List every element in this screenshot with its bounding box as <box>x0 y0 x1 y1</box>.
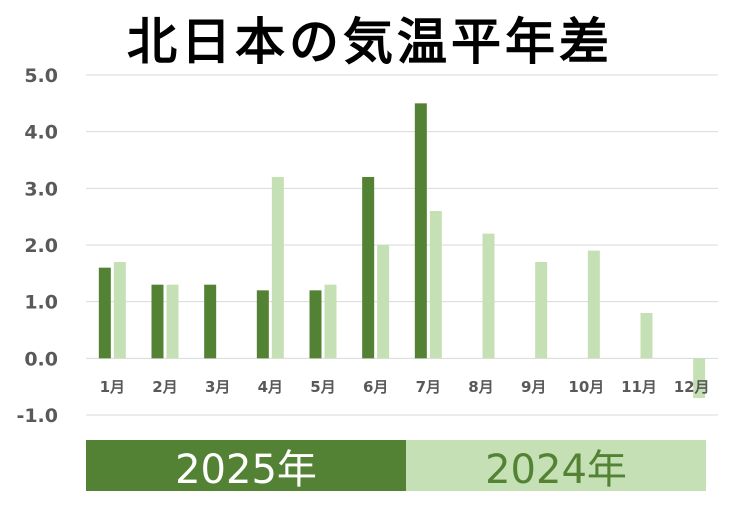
x-tick-label: 7月 <box>416 378 441 396</box>
x-tick-label: 1月 <box>100 378 125 396</box>
x-tick-label: 12月 <box>674 378 710 396</box>
legend-entry-2024: 2024年 <box>406 440 706 493</box>
bar-series-2-10 <box>587 250 600 359</box>
bar-series-1-1 <box>98 267 111 359</box>
y-tick-label: 3.0 <box>24 178 58 200</box>
bar-series-1-3 <box>204 284 217 359</box>
bar-chart: 5.0 4.0 3.0 2.0 1.0 0.0 -1.0 1月 2月 3月 4月 5月 6月 7月 8月 9… <box>16 65 718 427</box>
x-tick-label: 10月 <box>568 378 604 396</box>
y-tick-label: 5.0 <box>24 65 58 87</box>
y-axis-tick-labels: 5.0 4.0 3.0 2.0 1.0 0.0 -1.0 <box>16 65 58 427</box>
bar-series-1-5 <box>309 290 322 359</box>
bar-series-2-6 <box>377 245 390 359</box>
bar-series-2-1 <box>113 262 126 359</box>
y-tick-label: 0.0 <box>24 348 58 370</box>
bars <box>98 103 706 398</box>
bar-series-2-9 <box>535 262 548 359</box>
bar-series-1-4 <box>256 290 269 359</box>
bar-series-1-2 <box>151 284 164 359</box>
x-axis-tick-labels: 1月 2月 3月 4月 5月 6月 7月 8月 9月 10月 11月 12月 <box>100 378 710 396</box>
x-tick-label: 11月 <box>621 378 657 396</box>
x-tick-label: 5月 <box>310 378 335 396</box>
x-tick-label: 9月 <box>521 378 546 396</box>
y-tick-label: 4.0 <box>24 122 58 144</box>
gridlines <box>86 74 718 416</box>
x-tick-label: 6月 <box>363 378 388 396</box>
x-tick-label: 2月 <box>152 378 177 396</box>
bar-series-2-11 <box>640 313 653 359</box>
bar-series-1-7 <box>414 103 427 359</box>
bar-series-1-6 <box>362 177 375 359</box>
legend-entry-2025: 2025年 <box>86 440 406 493</box>
bar-series-2-5 <box>324 284 337 359</box>
bar-series-2-8 <box>482 233 495 359</box>
x-tick-label: 4月 <box>258 378 283 396</box>
chart-title: 北日本の気温平年差 <box>127 13 613 71</box>
x-tick-label: 8月 <box>468 378 493 396</box>
x-tick-label: 3月 <box>205 378 230 396</box>
bar-series-2-12 <box>693 358 706 398</box>
y-tick-label: -1.0 <box>16 405 58 427</box>
bar-series-2-4 <box>271 177 284 359</box>
bar-series-2-7 <box>429 211 442 359</box>
y-tick-label: 1.0 <box>24 292 58 314</box>
y-tick-label: 2.0 <box>24 235 58 257</box>
bar-series-2-2 <box>166 284 179 359</box>
